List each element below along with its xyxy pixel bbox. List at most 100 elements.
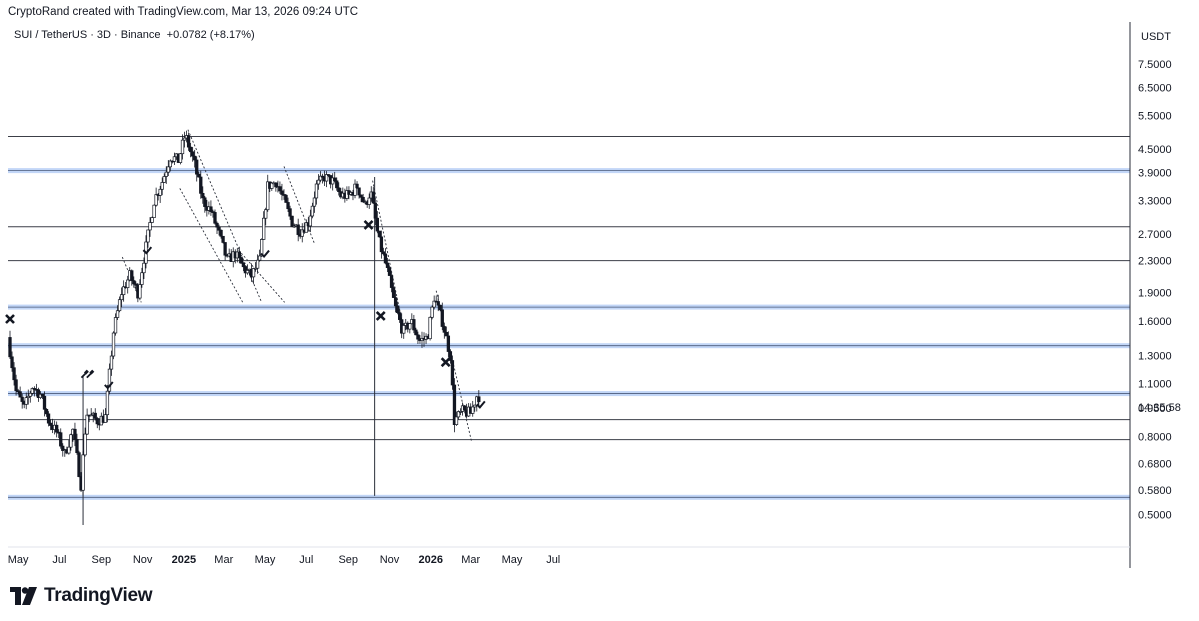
price-tick-label: 6.5000 [1138, 83, 1172, 95]
candle-body-34 [77, 452, 81, 477]
time-tick-label: Jul [52, 554, 66, 566]
symbol-legend[interactable]: SUI / TetherUS · 3D · Binance +0.0782 (+… [14, 29, 255, 41]
candle-body-131 [274, 182, 278, 188]
candle-body-199 [412, 319, 416, 331]
candle-body-19 [46, 413, 51, 424]
candle-body-192 [398, 312, 402, 320]
candle-body-185 [383, 253, 388, 264]
candle-body-38 [85, 414, 89, 435]
price-tick-label: 1.3000 [1138, 351, 1172, 363]
candle-body-123 [257, 255, 262, 261]
candle-body-124 [260, 239, 264, 257]
candle-body-183 [379, 236, 384, 253]
candle-body-207 [428, 316, 432, 340]
candle-body-182 [377, 230, 382, 238]
candle-body-197 [408, 323, 412, 330]
candle-body-75 [160, 182, 164, 190]
candle-body-29 [67, 446, 71, 454]
cross-marker-0 [5, 314, 15, 324]
candle-body-144 [300, 229, 304, 237]
candle-body-137 [286, 202, 290, 210]
candle-body-177 [367, 197, 371, 205]
chart-credit: CryptoRand created with TradingView.com,… [8, 6, 359, 18]
tradingview-logo[interactable]: TradingView [10, 585, 153, 607]
candle-body-60 [130, 270, 134, 281]
candle-body-188 [389, 275, 394, 288]
candle-body-211 [436, 301, 440, 306]
candle-body-94 [199, 176, 203, 194]
candle-body-142 [296, 224, 300, 235]
time-axis: May Jul Sep Nov 2025 Mar May Jul Sep Nov 2026 Mar Ma… [8, 554, 561, 566]
candle-body-4 [16, 390, 20, 393]
candle-body-208 [430, 306, 434, 318]
candle-body-86 [182, 137, 187, 141]
candle-body-161 [335, 180, 339, 189]
candle-body-214 [442, 326, 446, 333]
candle-body-222 [458, 411, 463, 413]
candle-body-47 [103, 414, 108, 423]
candle-body-162 [337, 187, 341, 192]
candle-body-49 [107, 368, 112, 392]
candle-body-56 [122, 286, 126, 296]
time-tick-label: Jul [299, 554, 313, 566]
candle-body-153 [318, 175, 323, 181]
candle-body-194 [402, 325, 406, 334]
candles [8, 130, 481, 496]
candle-body-129 [270, 182, 274, 189]
candle-body-66 [142, 262, 146, 274]
candle-body-99 [209, 206, 213, 212]
candle-body-6 [20, 396, 24, 402]
tradingview-logo-icon [10, 587, 37, 605]
candle-body-152 [316, 179, 321, 185]
candle-body-105 [221, 235, 225, 243]
candle-body-25 [59, 432, 63, 447]
candle-body-171 [355, 183, 359, 189]
candle-body-200 [414, 329, 418, 336]
candle-body-224 [462, 405, 467, 411]
check-marker-9 [476, 400, 486, 409]
candle-body-190 [393, 297, 398, 307]
candle-body-191 [395, 305, 400, 313]
candle-body-53 [115, 310, 120, 318]
price-tick-label: 4.5000 [1138, 144, 1172, 156]
candle-body-212 [438, 304, 442, 311]
candle-body-115 [241, 262, 246, 268]
price-axis: 7.5000 6.5000 5.5000 4.5000 3.9000 3.3000 2.70… [1138, 59, 1172, 522]
price-tick-label: 5.5000 [1138, 111, 1172, 123]
time-tick-label: 2025 [172, 554, 196, 566]
candle-body-69 [148, 222, 152, 231]
trendline-2 [179, 188, 244, 303]
candle-body-151 [314, 183, 319, 199]
candle-body-114 [239, 257, 244, 264]
candle-body-37 [83, 433, 87, 456]
time-tick-label: Sep [92, 554, 112, 566]
candle-body-51 [111, 332, 116, 357]
candle-body-157 [326, 174, 331, 176]
time-tick-label: Mar [214, 554, 233, 566]
pin-marker-head-1 [83, 369, 89, 375]
price-tick-label: 1.1000 [1138, 378, 1172, 390]
candle-body-95 [201, 193, 205, 199]
candle-body-113 [237, 251, 241, 258]
price-tick-label: 0.8000 [1138, 431, 1172, 443]
bar-countdown: 14:35:58 [1138, 402, 1181, 414]
candle-body-125 [262, 217, 266, 240]
candle-body-103 [217, 226, 221, 231]
candle-body-48 [105, 390, 110, 416]
candle-body-70 [150, 217, 154, 223]
horizontal-levels [8, 135, 1130, 500]
candle-body-216 [446, 335, 451, 352]
candle-body-2 [12, 367, 16, 381]
candle-body-120 [251, 268, 256, 278]
candle-body-228 [471, 406, 475, 414]
candle-body-217 [448, 351, 453, 361]
candle-body-84 [178, 153, 183, 163]
price-change: +0.0782 (+8.17%) [166, 29, 255, 41]
candle-body-58 [126, 279, 130, 289]
candle-body-88 [186, 135, 191, 148]
candle-body-213 [440, 309, 444, 327]
candle-body-91 [193, 155, 197, 161]
candle-body-74 [158, 188, 162, 196]
pin-marker-head-2 [89, 369, 95, 375]
